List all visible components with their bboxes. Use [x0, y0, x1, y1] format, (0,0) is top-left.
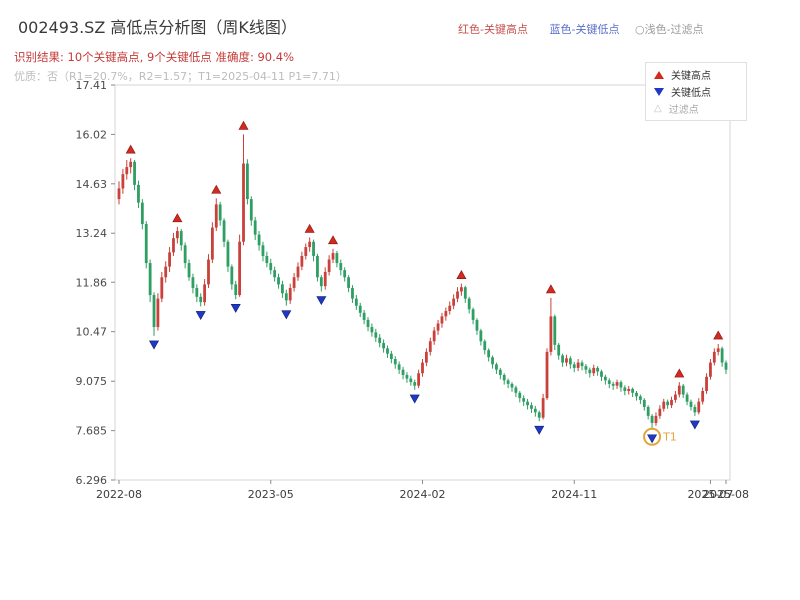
- top-legend-key-high: 红色-关键高点: [458, 23, 528, 36]
- svg-text:2023-05: 2023-05: [248, 488, 294, 501]
- page-title: 002493.SZ 高低点分析图（周K线图）: [18, 18, 297, 37]
- svg-text:2025-07: 2025-07: [687, 488, 733, 501]
- red-up-triangle-icon: [654, 70, 664, 79]
- legend-key-high-label: 关键高点: [671, 71, 711, 82]
- blue-down-triangle-icon: [654, 87, 664, 96]
- svg-text:2022-08: 2022-08: [96, 488, 142, 501]
- recognition-result: 识别结果: 10个关键高点, 9个关键低点 准确度: 90.4%: [14, 50, 295, 64]
- svg-text:2024-11: 2024-11: [551, 488, 597, 501]
- legend-item-key-low: 关键低点: [654, 85, 738, 99]
- svg-text:2025-08: 2025-08: [703, 488, 749, 501]
- svg-text:T1: T1: [662, 431, 677, 444]
- top-legend-key-low: 蓝色-关键低点: [549, 23, 620, 36]
- legend-key-low-label: 关键低点: [671, 88, 711, 99]
- quality-line: 优质：否（R1=20.7%，R2=1.57；T1=2025-04-11 P1=7…: [14, 70, 347, 83]
- top-legend: 红色-关键高点 蓝色-关键低点 ○浅色-过滤点: [458, 21, 704, 37]
- svg-text:6.296: 6.296: [76, 474, 108, 487]
- legend-item-filtered: △ 过滤点: [654, 102, 738, 116]
- chart-legend: 关键高点 关键低点 △ 过滤点: [645, 62, 747, 121]
- svg-text:13.24: 13.24: [76, 227, 108, 240]
- svg-text:14.63: 14.63: [76, 178, 108, 191]
- legend-item-key-high: 关键高点: [654, 68, 738, 82]
- svg-text:10.47: 10.47: [76, 326, 108, 339]
- svg-text:11.86: 11.86: [76, 276, 108, 289]
- svg-text:7.685: 7.685: [76, 425, 108, 438]
- top-legend-filtered: ○浅色-过滤点: [634, 23, 704, 36]
- open-triangle-icon: △: [654, 102, 662, 114]
- svg-text:17.41: 17.41: [76, 79, 108, 92]
- legend-filtered-label: 过滤点: [668, 105, 699, 116]
- svg-text:9.075: 9.075: [76, 375, 108, 388]
- svg-text:2024-02: 2024-02: [400, 488, 446, 501]
- svg-text:16.02: 16.02: [76, 128, 108, 141]
